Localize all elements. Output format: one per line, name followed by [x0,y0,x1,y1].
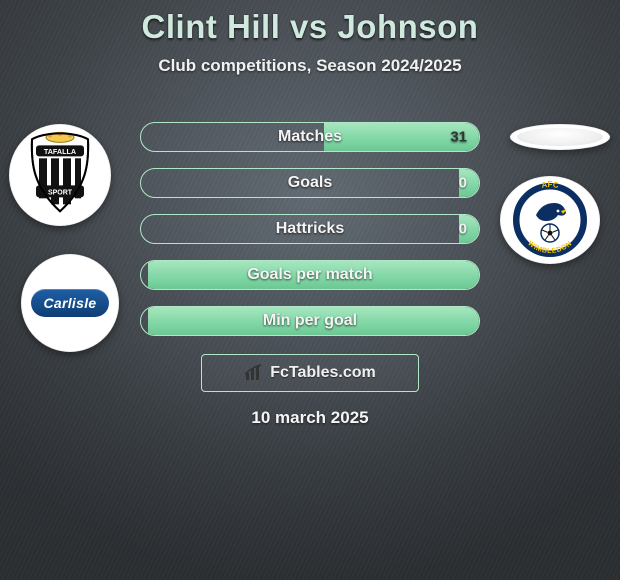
stat-value-right: 31 [450,129,467,146]
club-crest-top-left: TAFALLA SPORT [9,124,111,226]
svg-text:TAFALLA: TAFALLA [44,147,76,156]
date-label: 10 march 2025 [251,408,368,428]
stat-row-hattricks: Hattricks 0 [140,214,480,244]
page-title: Clint Hill vs Johnson [0,0,620,46]
stat-row-goals: Goals 0 [140,168,480,198]
stat-label: Matches [278,128,342,146]
brand-name: FcTables.com [270,364,376,382]
brand-badge[interactable]: FcTables.com [201,354,419,392]
stat-label: Goals per match [247,266,372,284]
title-vs: vs [290,8,328,45]
chart-icon [244,364,264,382]
stat-label: Hattricks [276,220,344,238]
subtitle: Club competitions, Season 2024/2025 [0,56,620,76]
shield-icon: TAFALLA SPORT [25,131,95,215]
svg-text:SPORT: SPORT [48,189,73,196]
stat-row-goals-per-match: Goals per match [140,260,480,290]
stat-label: Min per goal [263,312,357,330]
carlisle-badge-icon: Carlisle [31,289,109,317]
stat-value-right: 0 [459,175,467,192]
title-player1: Clint Hill [142,8,281,45]
stat-row-min-per-goal: Min per goal [140,306,480,336]
club-crest-top-right [510,124,610,150]
club-crest-bottom-right: AFC WIMBLEDON [500,176,600,264]
ellipse-icon [517,128,603,146]
svg-text:AFC: AFC [541,181,560,190]
stat-row-matches: Matches 31 [140,122,480,152]
stats-panel: Matches 31 Goals 0 Hattricks 0 Goals per… [140,122,480,352]
club-crest-bottom-left: Carlisle [21,254,119,352]
stat-value-right: 0 [459,221,467,238]
title-player2: Johnson [337,8,478,45]
stat-label: Goals [288,174,332,192]
afc-wimbledon-icon: AFC WIMBLEDON [506,181,594,259]
carlisle-text: Carlisle [44,295,97,311]
